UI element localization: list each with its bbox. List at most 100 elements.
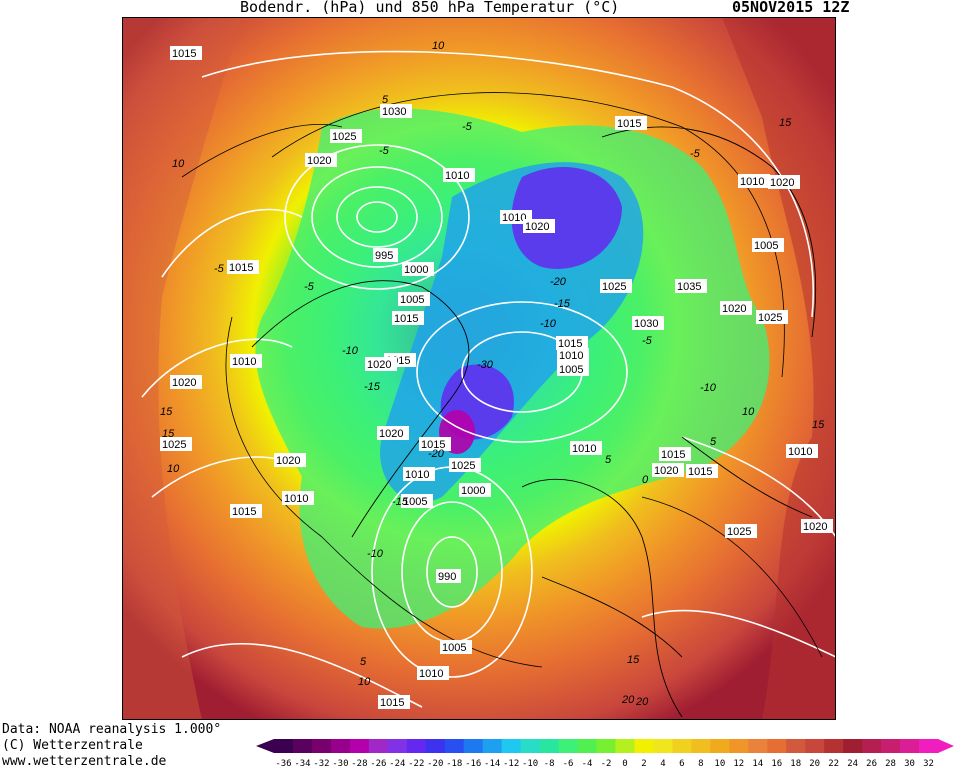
svg-text:1025: 1025 [451, 460, 475, 472]
website-credit: www.wetterzentrale.de [2, 754, 167, 769]
isotherm-label: 0 [642, 474, 649, 486]
isobar-label: 1020 [365, 357, 397, 371]
scale-swatch [577, 739, 598, 753]
scale-tick-label: 18 [790, 759, 801, 768]
isobar-label: 1010 [443, 168, 475, 182]
scale-swatch [539, 739, 560, 753]
svg-text:1010: 1010 [445, 170, 469, 182]
svg-text:1020: 1020 [803, 521, 827, 533]
svg-text:1005: 1005 [754, 240, 778, 252]
isobar-label: 1025 [725, 524, 757, 538]
svg-text:1005: 1005 [403, 496, 427, 508]
svg-text:1005: 1005 [400, 294, 424, 306]
scale-tick-label: 26 [866, 759, 877, 768]
isobar-label-group: 1015103010251020101099510001005101510101… [160, 46, 833, 709]
scale-swatch [387, 739, 408, 753]
isotherm-label: -30 [477, 359, 494, 371]
isotherm-label: -5 [690, 148, 701, 160]
scale-swatch [274, 739, 294, 753]
isobar-label: 1005 [557, 362, 589, 376]
scale-tick-label: 16 [771, 759, 782, 768]
scale-tick-label: -24 [389, 759, 405, 768]
scale-tick-label: 6 [679, 759, 684, 768]
isotherm-label: 15 [162, 428, 175, 440]
isotherm-label: 10 [167, 463, 180, 475]
isobar-label: 1035 [675, 279, 707, 293]
svg-text:1010: 1010 [232, 356, 256, 368]
scale-tick-label: -36 [275, 759, 291, 768]
scale-tick-label: 32 [923, 759, 934, 768]
scale-tick-label: -18 [446, 759, 462, 768]
scale-swatch [691, 739, 711, 753]
scale-swatch [919, 739, 939, 753]
isobar-label: 1000 [402, 262, 434, 276]
scale-tick-label: 20 [809, 759, 820, 768]
scale-tick-label: 14 [752, 759, 763, 768]
scale-tick-label: 12 [733, 759, 744, 768]
scale-tick-label: -34 [294, 759, 310, 768]
scale-swatch [634, 739, 654, 753]
scale-swatch [501, 739, 522, 753]
warm-region-west [122, 17, 242, 720]
data-source-credit: Data: NOAA reanalysis 1.000° [2, 722, 222, 737]
svg-text:1010: 1010 [559, 350, 583, 362]
isobar-label: 1005 [752, 238, 784, 252]
scale-swatch [330, 739, 351, 753]
scale-swatch [368, 739, 389, 753]
svg-text:1020: 1020 [654, 465, 678, 477]
isobar-lines [141, 50, 836, 708]
isobar-label: 1005 [398, 292, 430, 306]
isobar-label: 1015 [419, 437, 451, 451]
isobar-label: 1015 [378, 695, 410, 709]
isobar-label: 1020 [170, 375, 202, 389]
scale-swatch [900, 739, 920, 753]
svg-text:1025: 1025 [162, 439, 186, 451]
svg-text:1010: 1010 [740, 176, 764, 188]
isotherm-label: -15 [392, 496, 409, 508]
isobar-label: 1020 [305, 153, 337, 167]
svg-text:1010: 1010 [419, 668, 443, 680]
svg-text:1020: 1020 [276, 455, 300, 467]
svg-text:1025: 1025 [727, 526, 751, 538]
scale-swatch [558, 739, 579, 753]
isobar-label: 1015 [227, 260, 259, 274]
coastlines [251, 126, 817, 718]
scale-max-arrow [938, 739, 954, 753]
svg-text:1020: 1020 [307, 155, 331, 167]
svg-text:1015: 1015 [172, 48, 196, 60]
scale-swatch [729, 739, 749, 753]
scale-tick-label: -30 [332, 759, 348, 768]
isobar-label: 1015 [686, 464, 718, 478]
isotherm-label: -10 [700, 382, 717, 394]
scale-tick-label: -2 [601, 759, 612, 768]
isotherm-label: 5 [360, 656, 367, 668]
scale-tick-label: -14 [484, 759, 500, 768]
isotherm-label: -15 [364, 381, 381, 393]
isobar-label: 1015 [615, 116, 647, 130]
isotherm-label: 15 [812, 419, 825, 431]
isotherm-label: -5 [642, 335, 653, 347]
isobar-label: 1010 [417, 666, 449, 680]
svg-text:1020: 1020 [367, 359, 391, 371]
scale-swatch [862, 739, 882, 753]
isobar-label: 1010 [557, 348, 589, 362]
scale-tick-label: -16 [465, 759, 481, 768]
isobar-label: 1015 [659, 447, 691, 461]
svg-text:1025: 1025 [332, 131, 356, 143]
isotherm-label: -5 [304, 281, 315, 293]
svg-text:1025: 1025 [602, 281, 626, 293]
isobar-label: 1015 [230, 504, 262, 518]
svg-text:1010: 1010 [572, 443, 596, 455]
scale-tick-label: -8 [544, 759, 555, 768]
scale-swatch [805, 739, 825, 753]
weather-map: 1015103010251020101099510001005101510101… [122, 17, 836, 720]
isobar-label: 1010 [403, 467, 435, 481]
scale-swatch [748, 739, 768, 753]
isotherm-label: 20 [621, 694, 635, 706]
isobar-label: 1020 [652, 463, 684, 477]
scale-swatch [653, 739, 673, 753]
map-title-bar: Bodendr. (hPa) und 850 hPa Temperatur (°… [0, 0, 959, 16]
svg-text:1015: 1015 [380, 697, 404, 709]
svg-text:1015: 1015 [558, 338, 582, 350]
scale-swatch [406, 739, 427, 753]
